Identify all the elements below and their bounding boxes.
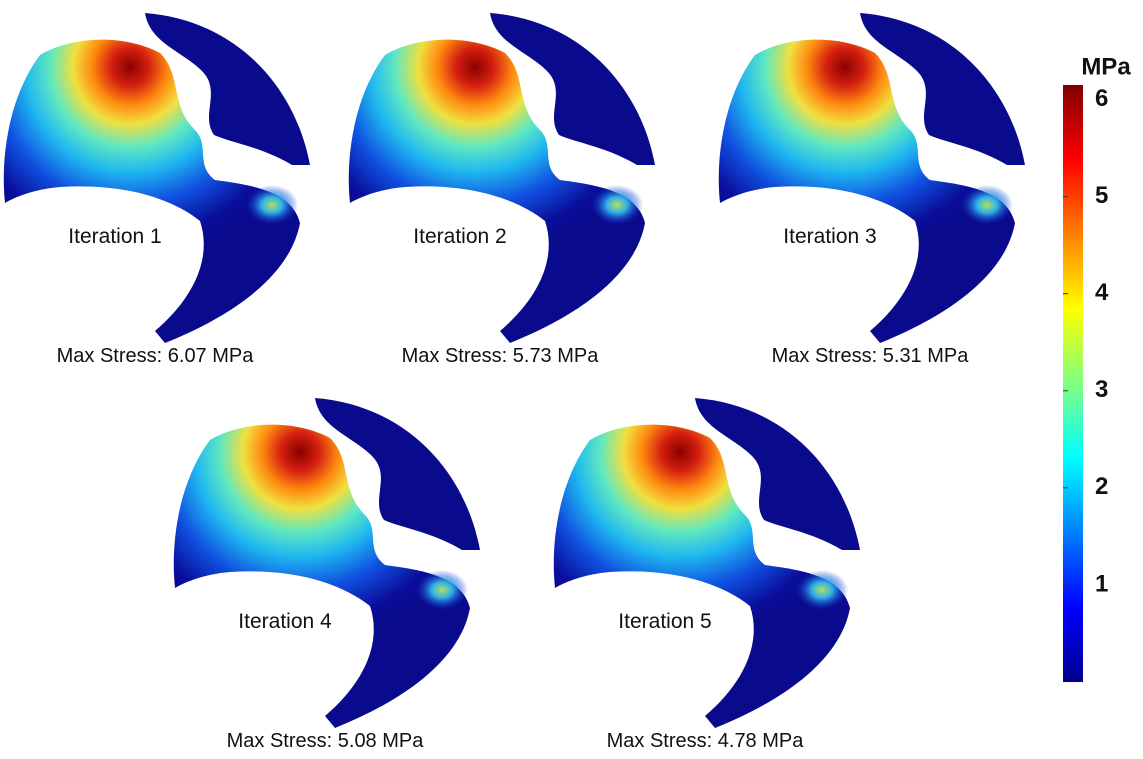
colorbar-tick-label: 2 — [1095, 473, 1108, 500]
colorbar-tick-label: 5 — [1095, 182, 1108, 209]
panel: Iteration 5 Max Stress: 4.78 MPa — [553, 398, 860, 752]
panel-label: Iteration 2 — [413, 225, 506, 248]
colorbar-unit: MPa — [1081, 53, 1131, 80]
stress-map — [718, 13, 1025, 343]
panel-caption: Max Stress: 5.08 MPa — [227, 730, 425, 752]
panel-caption: Max Stress: 6.07 MPa — [57, 345, 255, 367]
stress-map — [173, 398, 481, 728]
stress-map — [348, 13, 655, 343]
panel-caption: Max Stress: 5.31 MPa — [772, 345, 970, 367]
panel-label: Iteration 1 — [68, 225, 161, 248]
stress-map — [3, 13, 310, 343]
colorbar — [1063, 85, 1083, 682]
panel-caption: Max Stress: 4.78 MPa — [607, 730, 805, 752]
panel: Iteration 3 Max Stress: 5.31 MPa — [718, 13, 1025, 367]
colorbar-tick-label: 3 — [1095, 376, 1108, 403]
colorbar-tick-label: 4 — [1095, 279, 1109, 306]
panel-label: Iteration 3 — [783, 225, 876, 248]
panel-caption: Max Stress: 5.73 MPa — [402, 345, 600, 367]
colorbar-tick-label: 6 — [1095, 85, 1108, 112]
panel: Iteration 4 Max Stress: 5.08 MPa — [173, 398, 481, 752]
stress-map — [553, 398, 860, 728]
panel: Iteration 2 Max Stress: 5.73 MPa — [348, 13, 655, 367]
colorbar-tick-label: 1 — [1095, 570, 1108, 597]
panel: Iteration 1 Max Stress: 6.07 MPa — [3, 13, 310, 367]
panel-label: Iteration 4 — [238, 610, 332, 633]
panel-label: Iteration 5 — [618, 610, 711, 633]
